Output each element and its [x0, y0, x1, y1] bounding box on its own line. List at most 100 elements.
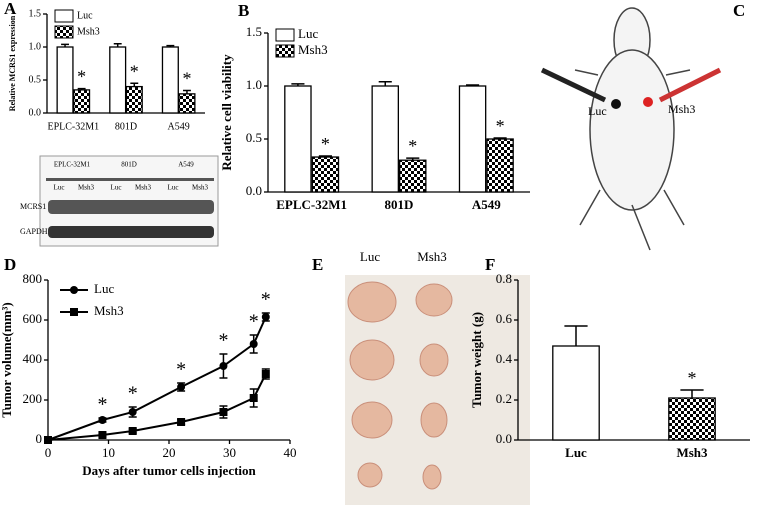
blot-band — [48, 226, 214, 238]
significance-mark: * — [688, 368, 697, 388]
y-tick-label: 0.6 — [496, 311, 513, 326]
y-tick-label: 1.5 — [29, 8, 42, 19]
x-tick-label: 0 — [45, 445, 52, 460]
series-line — [47, 316, 267, 441]
x-tick-label: EPLC-32M1 — [47, 121, 99, 132]
x-axis-label: Days after tumor cells injection — [82, 463, 256, 478]
legend-marker — [70, 286, 78, 294]
western-blot — [39, 155, 219, 247]
y-tick-label: 0.2 — [496, 391, 512, 406]
tumor — [422, 464, 442, 490]
x-tick-label: 10 — [102, 445, 115, 460]
photo-label: Luc — [360, 249, 380, 264]
x-tick-label: 801D — [115, 121, 137, 132]
legend-swatch — [275, 44, 295, 58]
point — [249, 394, 258, 402]
blot-lane: Msh3 — [78, 184, 94, 192]
mouse-body — [589, 49, 675, 211]
blot-cell-line: 801D — [121, 161, 137, 169]
legend-swatch — [54, 25, 74, 39]
bar — [56, 46, 74, 114]
significance-mark: * — [249, 311, 259, 333]
x-tick-label: Luc — [565, 445, 587, 460]
bar — [552, 345, 600, 441]
point — [261, 313, 270, 321]
point — [44, 436, 52, 444]
error-bar — [318, 155, 332, 158]
error-bar — [466, 84, 480, 86]
y-axis-label: Relative MCRS1 expression — [8, 15, 17, 111]
panel-letter: A — [4, 0, 17, 18]
error-bar — [130, 82, 139, 87]
y-tick-label: 1.5 — [246, 24, 262, 39]
blot-lane: Msh3 — [192, 184, 208, 192]
syringe — [540, 67, 607, 103]
injection-site — [643, 97, 653, 107]
point — [177, 383, 186, 391]
tumor — [415, 283, 453, 317]
blot-band — [48, 200, 214, 214]
y-tick-label: 200 — [23, 391, 43, 406]
tumor — [420, 402, 448, 438]
blot-lane: Luc — [111, 184, 122, 192]
significance-mark: * — [218, 330, 228, 352]
y-axis-label: Tumor weight (g) — [469, 312, 484, 408]
y-tick-label: 0.5 — [246, 130, 262, 145]
blot-row-label: GAPDH — [20, 227, 48, 236]
y-tick-label: 400 — [23, 351, 43, 366]
bar — [486, 138, 514, 193]
error-bar — [680, 389, 704, 398]
bar — [178, 93, 196, 114]
error-bar — [61, 43, 69, 47]
error-bar — [493, 137, 507, 139]
panel-letter: C — [733, 1, 745, 20]
legend-label: Msh3 — [298, 42, 328, 57]
bar — [311, 156, 340, 193]
injection-site — [611, 99, 621, 109]
y-tick-label: 1.0 — [246, 77, 262, 92]
y-tick-label: 0.4 — [496, 351, 513, 366]
mouse-label: Msh3 — [668, 102, 695, 116]
significance-mark: * — [261, 289, 271, 311]
y-tick-label: 600 — [23, 311, 43, 326]
error-bar — [166, 44, 175, 47]
blot-divider — [46, 178, 214, 181]
point — [128, 427, 137, 435]
series-line — [47, 373, 267, 441]
point — [219, 408, 228, 416]
tumor — [349, 339, 395, 381]
tumor — [347, 281, 397, 323]
x-tick-label: 30 — [223, 445, 236, 460]
x-tick-label: 20 — [163, 445, 176, 460]
x-tick-label: A549 — [168, 121, 190, 132]
mouse-label: Luc — [588, 104, 607, 118]
significance-mark: * — [128, 383, 138, 405]
tumor-photo — [345, 275, 530, 505]
x-tick-label: 40 — [284, 445, 297, 460]
legend-label: Luc — [298, 26, 318, 41]
panel-letter: F — [485, 255, 495, 274]
mouse-drawing — [540, 7, 722, 251]
tumor — [351, 401, 393, 439]
point — [219, 362, 228, 370]
point — [261, 370, 270, 378]
y-tick-label: 0.5 — [29, 74, 42, 85]
blot-row-label: MCRS1 — [20, 202, 46, 211]
panel-letter: E — [312, 255, 323, 274]
error-bar — [77, 87, 86, 90]
error-bar — [564, 325, 588, 346]
y-axis-label: Tumor volume(mm³) — [0, 302, 14, 417]
y-tick-label: 0.8 — [496, 271, 512, 286]
x-tick-label: 801D — [385, 197, 414, 212]
point — [177, 418, 186, 426]
legend-marker — [70, 308, 78, 316]
bar — [73, 89, 91, 114]
significance-mark: * — [176, 359, 186, 381]
mouse-limbs — [574, 69, 691, 251]
syringe — [658, 67, 722, 103]
x-tick-label: EPLC-32M1 — [276, 197, 347, 212]
y-tick-label: 800 — [23, 271, 43, 286]
significance-mark: * — [496, 116, 505, 136]
significance-mark: * — [130, 61, 139, 81]
legend-label: Luc — [94, 281, 114, 296]
